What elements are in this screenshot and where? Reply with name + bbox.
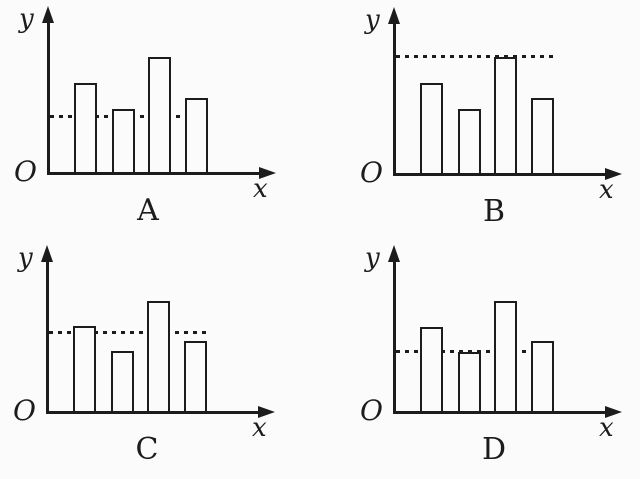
y-axis [393,257,396,414]
chart-caption: C [135,432,159,467]
dashed-reference-line [396,55,556,58]
bar-4 [184,341,207,413]
y-axis-label: y [365,5,380,35]
x-axis-arrowhead-icon [258,406,275,418]
origin-label: O [360,156,383,189]
bar-3 [147,301,170,413]
bar-2 [458,352,481,413]
dashed-reference-line [49,331,209,334]
x-axis-label: x [599,175,614,205]
y-axis [46,257,49,414]
dashed-reference-line [396,350,556,353]
chart-caption: B [482,194,506,229]
bar-1 [420,83,443,175]
y-axis-label: y [365,243,380,273]
plot-area [352,247,640,477]
y-axis-arrowhead-icon [388,7,400,24]
chart-panel-c: y O x C [5,243,295,479]
chart-panel-a: y O x A [6,4,296,243]
y-axis-arrowhead-icon [42,6,54,23]
y-axis-label: y [18,243,33,273]
plot-area [6,8,296,238]
bar-3 [494,57,517,175]
bar-4 [531,341,554,413]
bar-2 [112,109,135,174]
y-axis [393,19,396,176]
x-axis-arrowhead-icon [605,168,622,180]
origin-label: O [14,155,37,188]
plot-area [352,9,640,239]
origin-label: O [360,394,383,427]
x-axis-arrowhead-icon [259,167,276,179]
y-axis-arrowhead-icon [388,245,400,262]
x-axis-label: x [253,174,268,204]
bar-1 [73,326,96,413]
y-axis [47,18,50,175]
x-axis-label: x [599,413,614,443]
bar-3 [494,301,517,413]
chart-caption: A [137,193,159,228]
y-axis-arrowhead-icon [41,245,53,262]
bar-2 [111,351,134,413]
y-axis-label: y [19,4,34,34]
bar-4 [185,98,208,174]
bar-1 [420,327,443,413]
chart-panel-d: y O x D [352,243,640,479]
bar-4 [531,98,554,175]
chart-panel-b: y O x B [352,5,640,244]
x-axis-label: x [252,413,267,443]
x-axis-arrowhead-icon [605,406,622,418]
plot-area [5,247,295,477]
chart-caption: D [481,432,507,467]
origin-label: O [13,394,36,427]
bar-2 [458,109,481,175]
bar-1 [74,83,97,174]
bar-3 [148,57,171,174]
